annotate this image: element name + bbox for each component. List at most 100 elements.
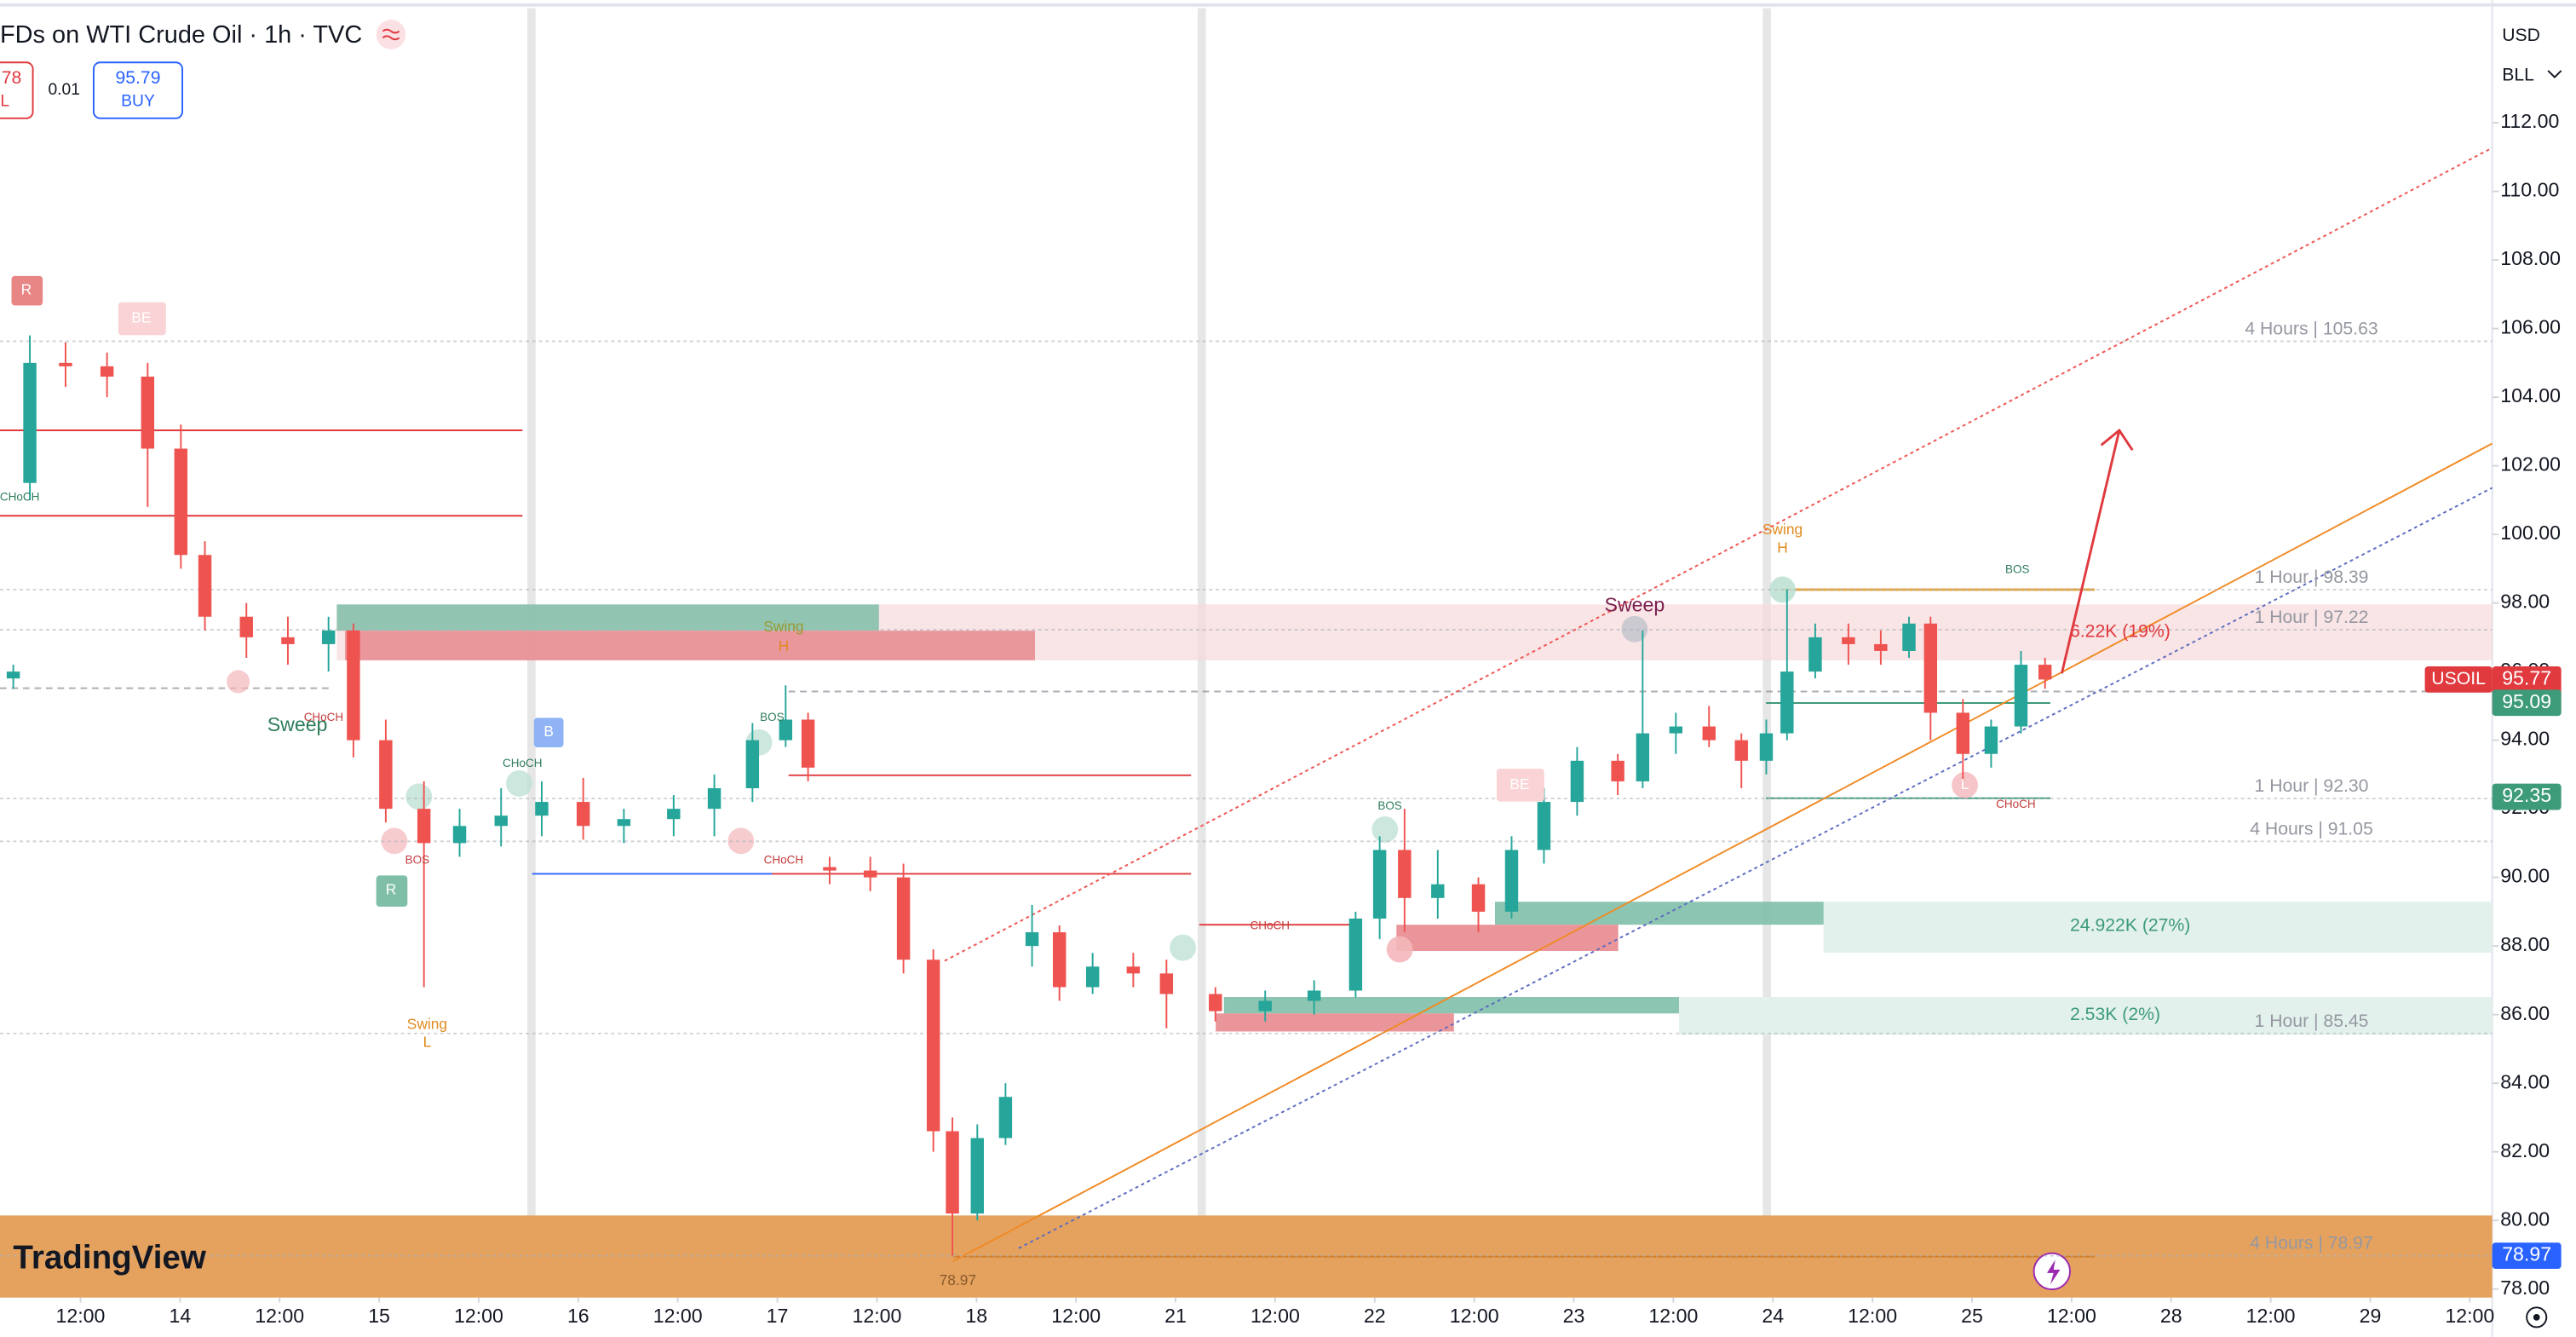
demand-zone — [1679, 997, 2493, 1035]
candle-body — [452, 826, 467, 844]
x-tick-label: 28 — [2160, 1305, 2182, 1327]
badge — [1496, 769, 1544, 802]
annotation: BOS — [405, 854, 429, 867]
annotation: L — [423, 1034, 432, 1051]
quantity: 0.01 — [48, 81, 80, 99]
y-tick-label: 98.00 — [2500, 591, 2550, 613]
x-tick-label: 18 — [965, 1305, 987, 1327]
x-tick-label: 12:00 — [653, 1305, 703, 1327]
level-label: 1 Hour | 85.45 — [2255, 1011, 2369, 1031]
x-tick-label: 12:00 — [852, 1305, 901, 1327]
level-label: 4 Hours | 105.63 — [2245, 320, 2378, 339]
candle-body — [1759, 733, 1774, 761]
x-tick-label: 22 — [1364, 1305, 1386, 1327]
annotation: Swing — [1762, 521, 1803, 538]
marker — [727, 827, 755, 855]
annotation: Swing — [763, 618, 803, 635]
grid: 78.0080.0082.0084.0086.0088.0090.0092.00… — [0, 110, 2561, 1327]
buy-button[interactable] — [92, 61, 184, 119]
candle-body — [321, 630, 336, 644]
badge-label: L — [1961, 775, 1969, 792]
currency[interactable]: USD — [2502, 26, 2540, 45]
projection-arrow — [2060, 429, 2121, 674]
candle-body — [1984, 726, 1998, 754]
watermark: TradingView — [13, 1240, 206, 1276]
candle-body — [970, 1138, 984, 1214]
candle-body — [1669, 726, 1683, 734]
candle-body — [863, 870, 877, 878]
candle-body — [1085, 966, 1100, 988]
arrow-head — [2100, 428, 2134, 451]
marker — [1170, 934, 1196, 961]
candle-body — [707, 787, 722, 810]
candle-body — [1209, 994, 1222, 1011]
candle-body — [1611, 760, 1624, 781]
annotation: CHoCH — [0, 491, 39, 504]
x-tick-label: 24 — [1762, 1305, 1784, 1327]
price-tag-value: 95.77 — [2502, 666, 2551, 689]
marker — [381, 827, 408, 855]
symbol-tag-label: USOIL — [2431, 669, 2486, 689]
candle-body — [667, 809, 681, 820]
annotation: CHoCH — [764, 854, 803, 867]
x-tick-label: 12:00 — [56, 1305, 106, 1327]
y-tick-label: 106.00 — [2500, 316, 2561, 338]
x-tick-label: 12:00 — [2047, 1305, 2096, 1327]
marker — [1621, 615, 1648, 643]
settings-icon[interactable] — [2526, 1306, 2548, 1328]
sell-label: L — [0, 93, 9, 111]
candle-body — [1923, 623, 1938, 713]
candle-body — [1126, 966, 1141, 974]
candle-body — [6, 671, 20, 679]
candle-body — [174, 448, 188, 556]
x-tick-label: 23 — [1563, 1305, 1585, 1327]
x-tick-label: 25 — [1961, 1305, 1983, 1327]
badge-label: R — [21, 281, 32, 298]
annotation: CHoCH — [1996, 798, 2035, 810]
buy-label: BUY — [121, 93, 155, 111]
candle-body — [1956, 712, 1969, 754]
candle-body — [1348, 918, 1363, 991]
x-tick-label: 12:00 — [2246, 1305, 2296, 1327]
x-tick-label: 14 — [169, 1305, 191, 1327]
candle-body — [417, 809, 431, 844]
candle-body — [1159, 973, 1174, 994]
annotation: CHoCH — [503, 757, 542, 769]
y-tick-label: 100.00 — [2500, 522, 2561, 544]
y-tick-label: 112.00 — [2500, 110, 2559, 132]
candle-body — [198, 555, 212, 617]
x-tick-label: 16 — [567, 1305, 589, 1327]
y-tick-label: 108.00 — [2500, 247, 2561, 269]
volume-label: 6.22K (19%) — [2070, 622, 2171, 642]
y-tick-label: 94.00 — [2500, 728, 2550, 750]
x-tick-label: 12:00 — [1848, 1305, 1897, 1327]
annotation: BOS — [760, 711, 784, 723]
level-label: 1 Hour | 92.30 — [2255, 776, 2369, 796]
header: FDs on WTI Crude Oil · 1h · TVC 78 L 0.0… — [0, 13, 2562, 1328]
order-block — [1396, 925, 1619, 952]
annotations: Sweep Sweep Swing L Swing H Swing H CHoC… — [0, 275, 2190, 1288]
candle-body — [1398, 850, 1412, 898]
candle-body — [23, 362, 37, 483]
annotation: H — [779, 637, 790, 654]
candle-body — [1504, 850, 1519, 912]
unit[interactable]: BLL — [2502, 65, 2534, 84]
x-tick-label: 15 — [368, 1305, 390, 1327]
candle-body — [1537, 802, 1551, 850]
candle-body — [2014, 665, 2028, 727]
status-icon — [376, 20, 406, 49]
price-tag — [2492, 783, 2562, 810]
x-tick-label: 12:00 — [1450, 1305, 1499, 1327]
price-tag-value: 92.35 — [2502, 784, 2551, 806]
y-tick-label: 102.00 — [2500, 453, 2561, 475]
annotation: Sweep — [267, 713, 328, 735]
y-tick-label: 84.00 — [2500, 1070, 2550, 1092]
candle-body — [281, 637, 295, 644]
badge — [11, 275, 43, 306]
sell-button[interactable] — [0, 61, 34, 119]
annotation: Sweep — [1605, 593, 1665, 615]
marker — [1386, 936, 1413, 963]
channel-line — [944, 147, 2493, 962]
x-tick-label: 29 — [2360, 1305, 2382, 1327]
